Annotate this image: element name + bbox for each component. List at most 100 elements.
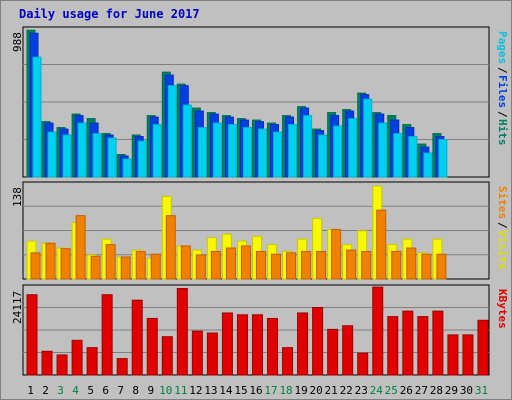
bar-pages-day-19 [303, 115, 313, 178]
bar-sites-day-9 [150, 253, 161, 280]
bar-sites-day-10 [165, 215, 176, 280]
bar-pages-day-7 [122, 158, 132, 178]
bar-pages-day-2 [47, 131, 57, 178]
day-label-14: 14 [219, 384, 233, 397]
bar-pages-day-24 [378, 122, 388, 178]
legend-hits-files-pages-4: Hits [496, 119, 509, 146]
bar-sites-day-15 [240, 245, 251, 280]
bar-sites-day-26 [406, 247, 417, 280]
day-label-16: 16 [249, 384, 262, 397]
bar-kbytes-day-11 [176, 288, 188, 376]
bar-pages-day-28 [438, 139, 448, 178]
bar-sites-day-18 [286, 252, 297, 280]
bar-sites-day-21 [331, 228, 342, 280]
bar-pages-day-13 [212, 122, 222, 178]
bar-kbytes-day-12 [191, 330, 203, 376]
day-label-22: 22 [340, 384, 353, 397]
day-label-9: 9 [147, 384, 154, 397]
bar-sites-day-24 [376, 209, 387, 280]
day-label-19: 19 [294, 384, 307, 397]
day-label-4: 4 [72, 384, 79, 397]
legend-hits-files-pages-0: Pages [496, 31, 509, 65]
bar-pages-day-10 [167, 85, 177, 178]
legend-kbytes-0: KBytes [496, 289, 509, 329]
bar-sites-day-16 [255, 250, 266, 280]
bar-pages-day-14 [227, 124, 237, 178]
bar-kbytes-day-18 [282, 347, 294, 376]
bar-kbytes-day-6 [101, 294, 113, 376]
day-label-26: 26 [400, 384, 413, 397]
bar-pages-day-8 [137, 140, 147, 178]
bar-pages-day-26 [408, 136, 418, 178]
bar-sites-day-3 [60, 248, 71, 280]
bar-sites-day-4 [75, 215, 86, 280]
bar-sites-day-7 [120, 256, 131, 280]
bar-sites-day-5 [90, 255, 101, 280]
bar-sites-day-28 [436, 253, 447, 280]
day-label-11: 11 [174, 384, 187, 397]
bar-pages-day-5 [92, 133, 102, 178]
bar-sites-day-22 [346, 249, 357, 280]
day-label-1: 1 [27, 384, 34, 397]
day-label-6: 6 [102, 384, 109, 397]
bar-sites-day-6 [105, 244, 116, 280]
legend-hits-files-pages-2: Files [496, 75, 509, 109]
bar-sites-day-17 [271, 253, 282, 280]
bar-kbytes-day-31 [477, 319, 489, 376]
day-label-5: 5 [87, 384, 94, 397]
day-label-29: 29 [445, 384, 458, 397]
day-label-10: 10 [159, 384, 172, 397]
bar-pages-day-6 [107, 137, 117, 178]
bar-pages-day-27 [423, 152, 433, 178]
ymax-label-kbytes: 24117 [11, 290, 24, 324]
bar-kbytes-day-25 [387, 316, 399, 376]
day-label-18: 18 [279, 384, 292, 397]
day-label-20: 20 [310, 384, 323, 397]
day-label-25: 25 [385, 384, 398, 397]
day-label-30: 30 [460, 384, 473, 397]
bar-kbytes-day-22 [342, 325, 354, 376]
bar-kbytes-day-20 [312, 306, 324, 376]
bar-kbytes-day-3 [56, 354, 68, 376]
day-label-31: 31 [475, 384, 488, 397]
bar-kbytes-day-30 [462, 334, 474, 376]
bar-kbytes-day-27 [417, 316, 429, 376]
day-label-8: 8 [132, 384, 139, 397]
bar-pages-day-12 [197, 127, 207, 178]
bar-pages-day-4 [77, 122, 87, 178]
legend-hits-files-pages-1: / [496, 67, 509, 74]
bar-pages-day-1 [32, 56, 42, 178]
bar-kbytes-day-9 [146, 317, 158, 376]
bar-kbytes-day-13 [206, 332, 218, 376]
bar-kbytes-day-29 [447, 334, 459, 376]
day-label-21: 21 [325, 384, 338, 397]
bar-pages-day-20 [318, 134, 328, 178]
bar-pages-day-17 [273, 131, 283, 178]
day-label-3: 3 [57, 384, 64, 397]
bar-pages-day-18 [288, 124, 298, 178]
bar-sites-day-27 [421, 253, 432, 280]
day-label-27: 27 [415, 384, 428, 397]
bar-sites-day-19 [301, 250, 312, 280]
chart-title: Daily usage for June 2017 [19, 7, 200, 21]
legend-visits-sites-0: Sites [496, 186, 509, 220]
legend-hits-files-pages-3: / [496, 111, 509, 118]
day-label-13: 13 [204, 384, 217, 397]
legend-visits-sites-1: / [496, 222, 509, 229]
bar-kbytes-day-26 [402, 310, 414, 376]
day-label-28: 28 [430, 384, 443, 397]
bar-kbytes-day-15 [236, 314, 248, 376]
day-label-12: 12 [189, 384, 202, 397]
bar-sites-day-2 [45, 242, 56, 280]
bar-pages-day-9 [152, 124, 162, 178]
ymax-label-visits-sites: 138 [11, 187, 24, 207]
bar-kbytes-day-10 [161, 336, 173, 376]
bar-pages-day-25 [393, 133, 403, 178]
ymax-label-hits-files-pages: 988 [11, 32, 24, 52]
bar-pages-day-16 [257, 128, 267, 178]
bar-pages-day-15 [242, 127, 252, 178]
bar-pages-day-11 [182, 104, 192, 178]
bar-sites-day-11 [180, 245, 191, 280]
